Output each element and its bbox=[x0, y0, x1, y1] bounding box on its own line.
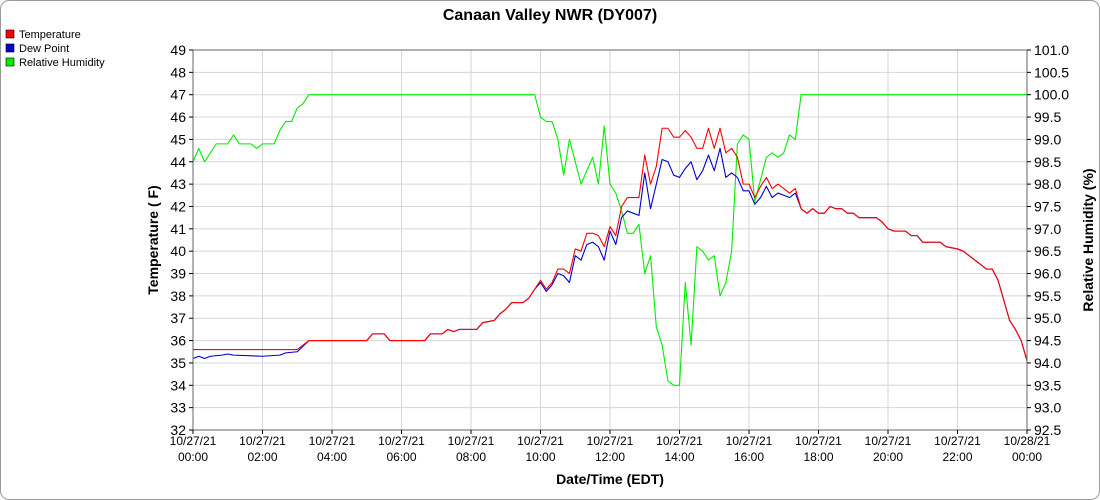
x-tick-date: 10/28/21 bbox=[1004, 434, 1051, 448]
series-lines bbox=[192, 94, 1028, 386]
legend-label-relative-humidity: Relative Humidity bbox=[19, 57, 105, 69]
y-left-tick-label: 41 bbox=[170, 221, 186, 237]
x-tick-date: 10/27/21 bbox=[656, 434, 703, 448]
y-right-tick-label: 101.0 bbox=[1034, 42, 1069, 58]
y-left-tick-label: 48 bbox=[170, 64, 186, 80]
grid bbox=[192, 49, 1028, 431]
y-left-tick-label: 39 bbox=[170, 266, 186, 282]
y-right-tick-label: 95.5 bbox=[1034, 288, 1061, 304]
y-left-tick-label: 46 bbox=[170, 109, 186, 125]
x-tick-date: 10/27/21 bbox=[934, 434, 981, 448]
y-left-tick-label: 38 bbox=[170, 288, 186, 304]
y-left-tick-label: 33 bbox=[170, 400, 186, 416]
x-tick-date: 10/27/21 bbox=[239, 434, 286, 448]
x-axis-label: Date/Time (EDT) bbox=[556, 471, 664, 487]
y-right-tick-label: 100.0 bbox=[1034, 87, 1069, 103]
x-tick-date: 10/27/21 bbox=[865, 434, 912, 448]
y-left-tick-label: 43 bbox=[170, 176, 186, 192]
x-axis-ticks: 10/27/21 00:00 10/27/21 02:00 10/27/21 04:00 1… bbox=[170, 430, 1051, 464]
y-left-tick-label: 40 bbox=[170, 243, 186, 259]
y-left-tick-label: 42 bbox=[170, 198, 186, 214]
legend-label-dew-point: Dew Point bbox=[19, 43, 69, 55]
legend-swatch-temperature bbox=[5, 29, 15, 39]
y-left-tick-label: 36 bbox=[170, 333, 186, 349]
x-tick-time: 00:00 bbox=[178, 450, 208, 464]
y-right-tick-label: 99.0 bbox=[1034, 131, 1061, 147]
x-tick-date: 10/27/21 bbox=[309, 434, 356, 448]
legend: Temperature Dew Point Relative Humidity bbox=[5, 29, 105, 69]
x-tick-time: 10:00 bbox=[525, 450, 555, 464]
y-left-tick-label: 34 bbox=[170, 377, 186, 393]
y-axis-right-ticks: 92.5 93.0 93.5 94.0 94.5 95.0 95.5 96.0 96.5 97.0… bbox=[1027, 42, 1069, 438]
x-tick-time: 08:00 bbox=[456, 450, 486, 464]
y-left-tick-label: 45 bbox=[170, 131, 186, 147]
y-left-tick-label: 44 bbox=[170, 154, 186, 170]
x-tick-time: 18:00 bbox=[803, 450, 833, 464]
legend-swatch-relative-humidity bbox=[5, 57, 15, 67]
x-tick-time: 06:00 bbox=[386, 450, 416, 464]
y-right-tick-label: 96.5 bbox=[1034, 243, 1061, 259]
y-right-tick-label: 97.5 bbox=[1034, 198, 1061, 214]
x-tick-date: 10/27/21 bbox=[795, 434, 842, 448]
y-right-tick-label: 94.0 bbox=[1034, 355, 1061, 371]
y-right-tick-label: 95.0 bbox=[1034, 310, 1061, 326]
x-tick-time: 00:00 bbox=[1012, 450, 1042, 464]
y-right-tick-label: 100.5 bbox=[1034, 64, 1069, 80]
x-tick-time: 12:00 bbox=[595, 450, 625, 464]
legend-swatch-dew-point bbox=[5, 43, 15, 53]
x-tick-date: 10/27/21 bbox=[517, 434, 564, 448]
y-left-tick-label: 37 bbox=[170, 310, 186, 326]
y-axis-left-ticks: 32 33 34 35 36 37 38 39 40 41 42 43 44 45 46 47 48 49 bbox=[170, 42, 193, 438]
y-right-tick-label: 97.0 bbox=[1034, 221, 1061, 237]
x-tick-date: 10/27/21 bbox=[587, 434, 634, 448]
x-tick-date: 10/27/21 bbox=[726, 434, 773, 448]
legend-label-temperature: Temperature bbox=[19, 29, 81, 41]
chart-title: Canaan Valley NWR (DY007) bbox=[443, 7, 657, 24]
x-tick-time: 20:00 bbox=[873, 450, 903, 464]
x-tick-time: 04:00 bbox=[317, 450, 347, 464]
y-right-tick-label: 98.0 bbox=[1034, 176, 1061, 192]
x-tick-date: 10/27/21 bbox=[170, 434, 217, 448]
y-right-tick-label: 98.5 bbox=[1034, 154, 1061, 170]
x-tick-date: 10/27/21 bbox=[378, 434, 425, 448]
x-tick-time: 14:00 bbox=[664, 450, 694, 464]
series-line-temperature bbox=[193, 127, 1028, 361]
y-right-tick-label: 93.5 bbox=[1034, 377, 1061, 393]
y-left-tick-label: 32 bbox=[170, 422, 186, 438]
x-tick-date: 10/27/21 bbox=[448, 434, 495, 448]
y-axis-left-label: Temperature ( F) bbox=[145, 185, 161, 294]
y-right-tick-label: 94.5 bbox=[1034, 333, 1061, 349]
y-right-tick-label: 92.5 bbox=[1034, 422, 1061, 438]
y-right-tick-label: 99.5 bbox=[1034, 109, 1061, 125]
y-right-tick-label: 93.0 bbox=[1034, 400, 1061, 416]
x-tick-time: 22:00 bbox=[942, 450, 972, 464]
x-tick-time: 02:00 bbox=[247, 450, 277, 464]
x-tick-time: 16:00 bbox=[734, 450, 764, 464]
y-left-tick-label: 47 bbox=[170, 87, 186, 103]
series-line-relative-humidity bbox=[192, 94, 1027, 386]
y-right-tick-label: 96.0 bbox=[1034, 266, 1061, 282]
y-left-tick-label: 35 bbox=[170, 355, 186, 371]
y-left-tick-label: 49 bbox=[170, 42, 186, 58]
y-axis-right-label: Relative Humidity (%) bbox=[1080, 168, 1096, 311]
